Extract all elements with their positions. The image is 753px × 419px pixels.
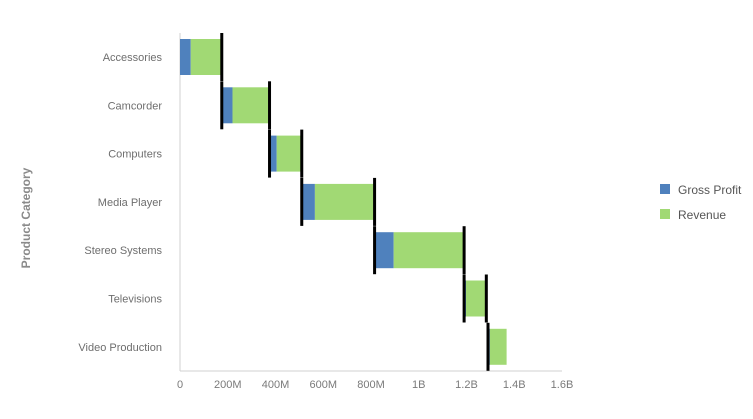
category-label-2: Computers: [108, 149, 162, 161]
bar-revenue-1[interactable]: [232, 87, 270, 124]
x-tick-label-2: 400M: [262, 379, 290, 391]
legend-swatch-1[interactable]: [660, 209, 670, 219]
x-tick-labels: 0 200M 400M 600M 800M 1B 1.2B 1.4B 1.6B: [177, 379, 573, 391]
bar-gross-profit-3[interactable]: [301, 183, 315, 220]
category-label-4: Stereo Systems: [84, 245, 162, 257]
legend-label-0[interactable]: Gross Profit: [678, 183, 742, 197]
bar-revenue-5[interactable]: [466, 280, 487, 317]
legend[interactable]: Gross Profit Revenue: [660, 183, 742, 222]
bar-gross-profit-1[interactable]: [221, 87, 233, 124]
legend-label-1[interactable]: Revenue: [678, 208, 726, 222]
category-label-5: Televisions: [108, 294, 162, 306]
bar-revenue-0[interactable]: [190, 39, 222, 75]
y-axis-title: Product Category: [19, 167, 33, 268]
x-tick-label-3: 600M: [309, 379, 337, 391]
category-label-0: Accessories: [103, 52, 163, 64]
bars: [180, 33, 507, 371]
bar-revenue-6[interactable]: [489, 328, 507, 365]
x-tick-label-0: 0: [177, 379, 183, 391]
category-label-6: Video Production: [78, 342, 162, 354]
category-label-3: Media Player: [98, 197, 163, 209]
bar-revenue-2[interactable]: [276, 135, 302, 172]
x-tick-label-7: 1.4B: [503, 379, 526, 391]
bar-gross-profit-4[interactable]: [374, 232, 394, 269]
bar-gross-profit-0[interactable]: [180, 39, 191, 75]
axes: [179, 33, 562, 372]
bar-revenue-4[interactable]: [393, 232, 465, 269]
category-label-1: Camcorder: [108, 100, 163, 112]
x-tick-label-6: 1.2B: [455, 379, 478, 391]
bar-revenue-3[interactable]: [314, 183, 375, 220]
x-tick-label-5: 1B: [412, 379, 425, 391]
bar-gross-profit-2[interactable]: [269, 135, 277, 172]
category-labels: Accessories Camcorder Computers Media Playe…: [78, 52, 162, 354]
x-tick-label-1: 200M: [214, 379, 242, 391]
legend-swatch-0[interactable]: [660, 184, 670, 194]
x-tick-label-8: 1.6B: [551, 379, 574, 391]
x-tick-label-4: 800M: [357, 379, 385, 391]
